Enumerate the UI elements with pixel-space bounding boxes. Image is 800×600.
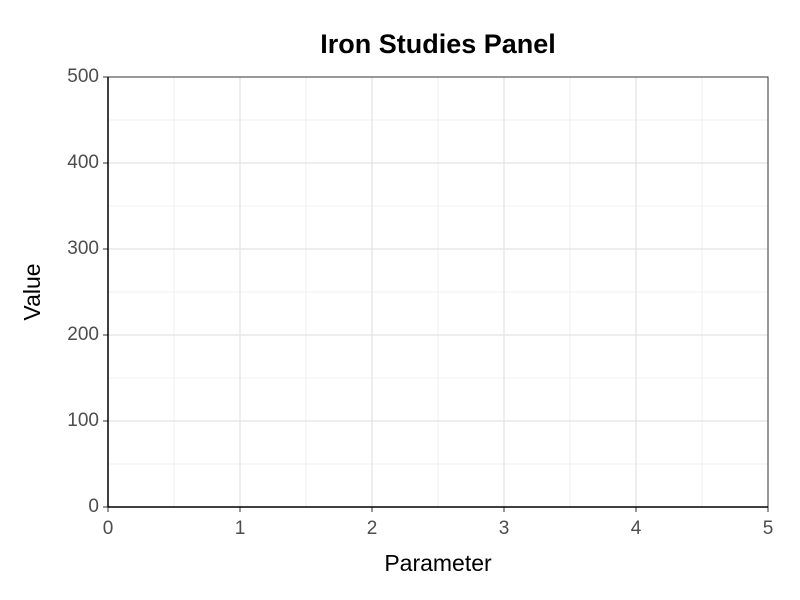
y-tick-label: 200: [67, 324, 99, 345]
x-tick-label: 0: [103, 518, 114, 539]
y-tick-label: 500: [67, 66, 99, 87]
x-tick-label: 5: [763, 518, 774, 539]
x-tick-label: 3: [499, 518, 510, 539]
x-tick-label: 4: [631, 518, 642, 539]
y-axis-label: Value: [19, 263, 45, 320]
chart-title: Iron Studies Panel: [320, 29, 556, 59]
x-axis-label: Parameter: [384, 550, 492, 576]
y-tick-label: 100: [67, 410, 99, 431]
x-tick-label: 2: [367, 518, 378, 539]
y-tick-label: 400: [67, 152, 99, 173]
y-tick-label: 300: [67, 238, 99, 259]
y-tick-label: 0: [88, 496, 99, 517]
x-tick-label: 1: [235, 518, 246, 539]
